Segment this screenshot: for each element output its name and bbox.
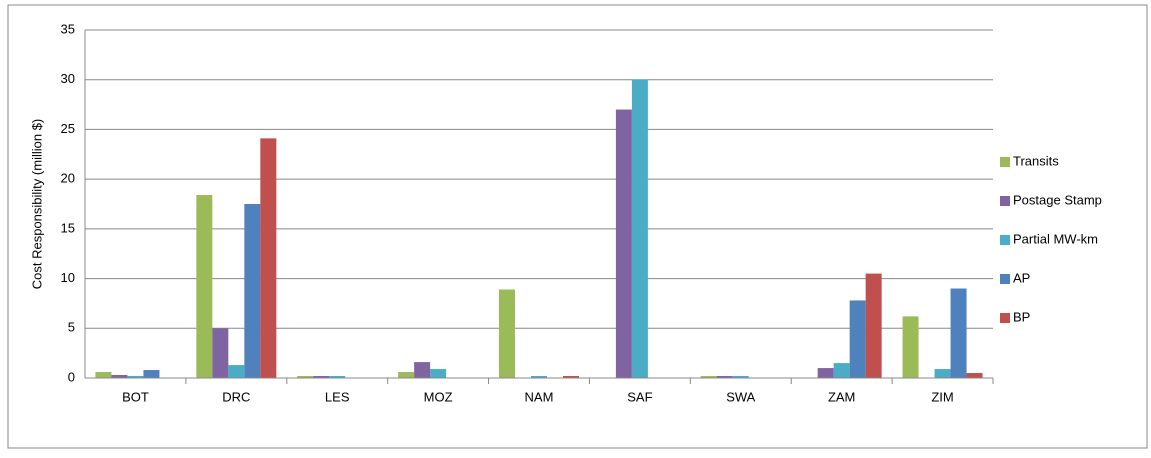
x-tick-label: MOZ: [424, 389, 453, 404]
bar: [934, 369, 951, 378]
bar: [966, 373, 983, 378]
bar: [127, 376, 144, 378]
y-axis-label: Cost Responsibility (million $): [29, 119, 44, 290]
bar: [228, 365, 245, 378]
x-tick-label: LES: [325, 389, 350, 404]
y-tick-label: 30: [61, 71, 75, 86]
bar: [631, 79, 648, 378]
bar: [700, 376, 717, 378]
legend-swatch: [1000, 274, 1010, 284]
bar: [260, 138, 277, 378]
bar: [902, 316, 919, 378]
bar: [244, 204, 261, 378]
x-tick-label: ZIM: [931, 389, 953, 404]
bar: [212, 328, 229, 378]
legend-swatch: [1000, 157, 1010, 167]
bar: [95, 372, 112, 378]
x-tick-label: SAF: [627, 389, 652, 404]
bar: [531, 376, 547, 378]
legend-label: Postage Stamp: [1013, 192, 1102, 207]
x-tick-label: SWA: [726, 389, 755, 404]
bar: [950, 288, 967, 378]
legend-swatch: [1000, 196, 1010, 206]
bar: [615, 109, 632, 379]
bar: [143, 370, 160, 378]
bar: [499, 289, 515, 378]
bar: [865, 273, 882, 378]
bar: [111, 375, 128, 378]
bar: [196, 195, 213, 378]
x-tick-label: ZAM: [828, 389, 855, 404]
bar: [398, 372, 415, 378]
legend-swatch: [1000, 235, 1010, 245]
legend-label: BP: [1013, 309, 1030, 324]
x-tick-label: DRC: [222, 389, 250, 404]
bar: [414, 362, 431, 378]
bar: [817, 368, 834, 378]
legend-swatch: [1000, 313, 1010, 323]
y-tick-label: 20: [61, 171, 75, 186]
y-tick-label: 5: [68, 320, 75, 335]
y-tick-label: 25: [61, 121, 75, 136]
x-tick-label: NAM: [525, 389, 554, 404]
y-tick-label: 15: [61, 220, 75, 235]
x-tick-label: BOT: [122, 389, 149, 404]
legend-label: AP: [1013, 270, 1030, 285]
y-tick-label: 0: [68, 369, 75, 384]
bar: [833, 363, 850, 378]
bar: [563, 376, 579, 378]
bar: [329, 376, 346, 378]
bar: [716, 376, 733, 378]
legend-label: Transits: [1013, 153, 1059, 168]
legend-label: Partial MW-km: [1013, 231, 1098, 246]
bar: [313, 376, 330, 378]
bar: [732, 376, 749, 378]
chart-border: [7, 4, 1148, 449]
bar: [849, 300, 866, 378]
bar: [297, 376, 314, 378]
bar: [430, 369, 447, 378]
y-tick-label: 35: [61, 21, 75, 36]
y-tick-label: 10: [61, 270, 75, 285]
